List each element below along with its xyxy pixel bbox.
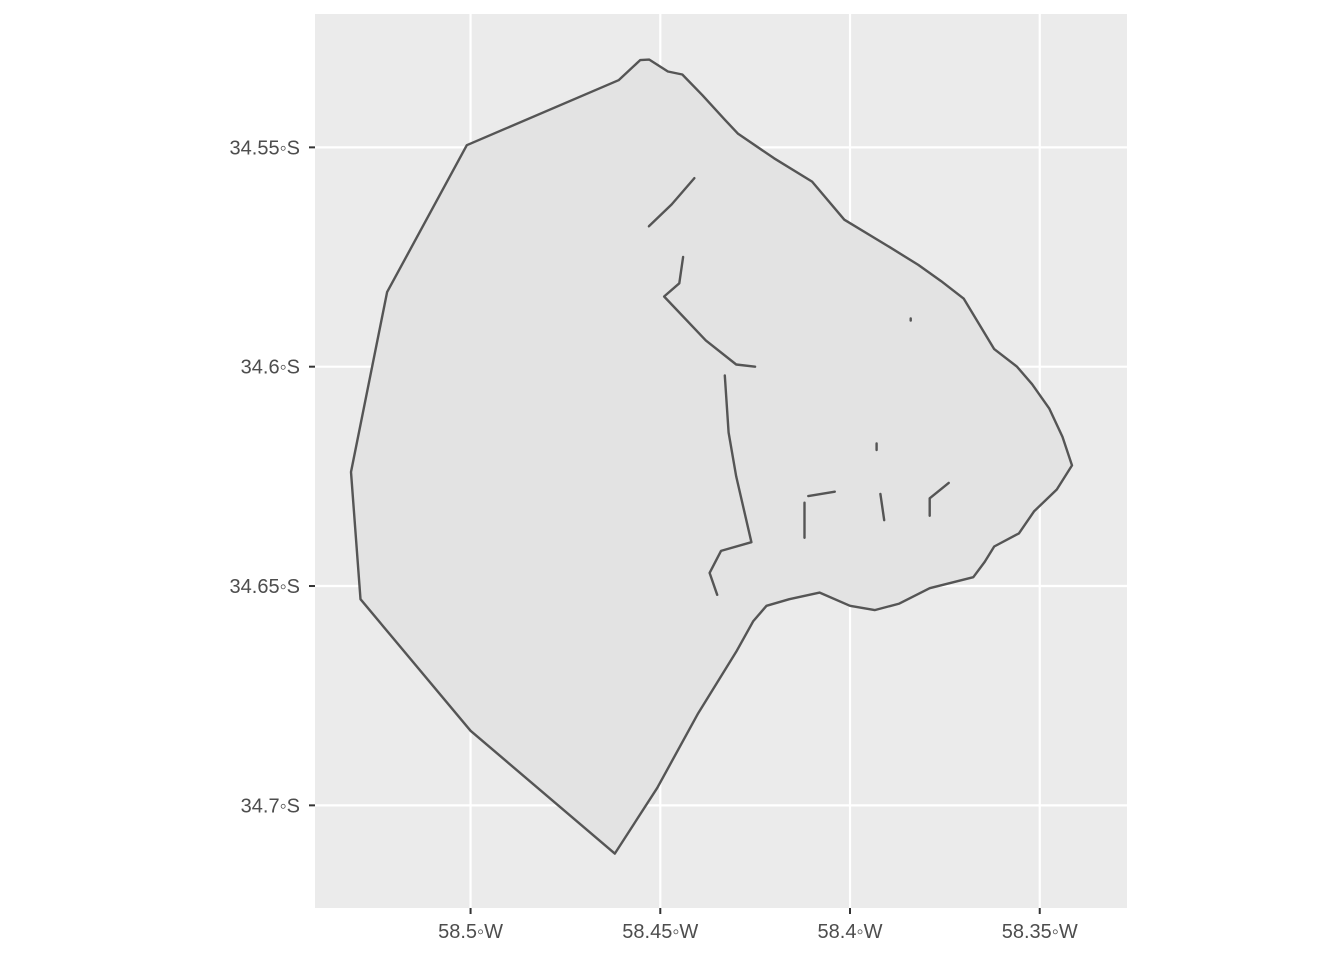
interior-boundary-line-2: [708, 374, 753, 596]
city-region: [349, 58, 1074, 855]
y-tick-label-1: 34.6◦S: [241, 357, 300, 379]
x-tick-label-3: 58.35◦W: [1002, 921, 1078, 943]
y-axis: 34.55◦S 34.6◦S 34.65◦S 34.7◦S: [230, 137, 315, 817]
x-tick-label-0: 58.5◦W: [438, 921, 503, 943]
y-tick-label-2: 34.65◦S: [230, 576, 300, 598]
y-tick-label-3: 34.7◦S: [241, 795, 300, 817]
interior-boundary-line-5: [879, 492, 886, 522]
x-axis: 58.5◦W 58.45◦W 58.4◦W 58.35◦W: [438, 908, 1078, 943]
x-tick-label-2: 58.4◦W: [818, 921, 883, 943]
interior-boundary-line-0: [647, 176, 696, 228]
region-boundary: [349, 58, 1074, 855]
interior-boundary-line-4: [807, 490, 836, 498]
y-tick-label-0: 34.55◦S: [230, 137, 300, 159]
interior-boundary-line-1: [662, 255, 757, 368]
interior-boundary-line-6: [928, 481, 950, 517]
x-tick-label-1: 58.45◦W: [622, 921, 698, 943]
